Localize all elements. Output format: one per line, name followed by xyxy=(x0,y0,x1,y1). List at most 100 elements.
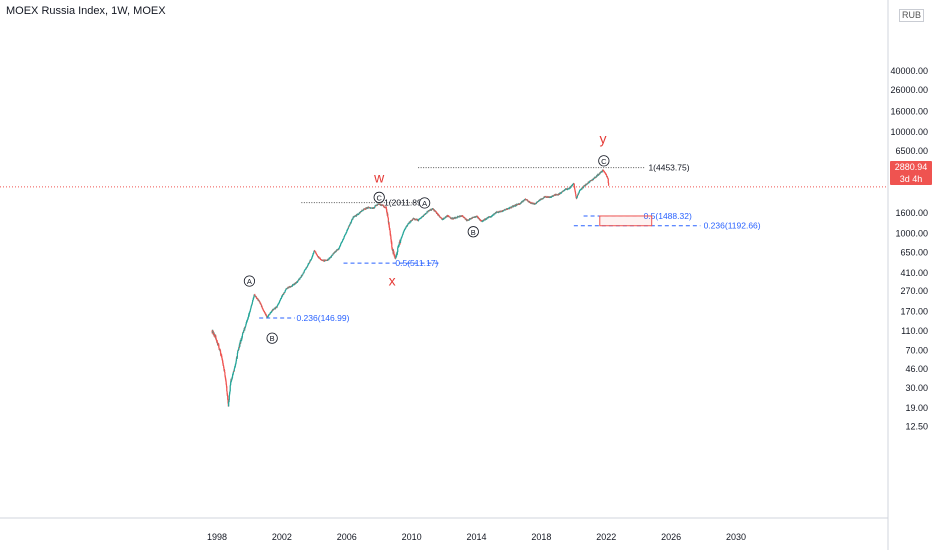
fib-levels: 1(4453.75) 1(2011.89) 0.5(511.17) 0.236(146… xyxy=(0,163,888,323)
candle-body xyxy=(249,311,251,313)
candle-body xyxy=(573,184,575,187)
candle-body xyxy=(297,281,299,283)
candle-body xyxy=(274,308,276,309)
candle-body xyxy=(229,385,231,392)
candle-body xyxy=(588,182,590,184)
candle-body xyxy=(263,311,266,313)
y-tick-label: 6500.00 xyxy=(895,146,928,156)
candle-body xyxy=(345,233,347,235)
candle-body xyxy=(225,381,227,385)
candle-body xyxy=(236,353,238,358)
target-box[interactable] xyxy=(599,215,653,227)
y-tick-label: 1000.00 xyxy=(895,229,928,239)
candle-body xyxy=(232,371,234,374)
candle-body xyxy=(591,179,593,181)
candle-body xyxy=(305,268,307,270)
wave-labels: w x y A B C A B C xyxy=(243,131,610,344)
x-tick-label: 2014 xyxy=(467,532,487,542)
candle-body xyxy=(283,292,285,294)
candle-body xyxy=(227,399,229,404)
candle-body xyxy=(264,312,266,314)
candle-body xyxy=(399,240,402,243)
candle-body xyxy=(505,209,507,211)
candle-body xyxy=(313,251,315,254)
candle-body xyxy=(441,218,443,220)
wave-label-w: w xyxy=(373,170,385,186)
candle-body xyxy=(412,219,414,221)
fib-level-label: 0.5(511.17) xyxy=(395,258,438,268)
candle-body xyxy=(404,229,406,231)
candle-body xyxy=(316,253,318,255)
candle-body xyxy=(437,214,439,216)
candle-body xyxy=(331,255,333,257)
candle-body xyxy=(350,220,353,222)
candle-body xyxy=(346,230,348,233)
candle-body xyxy=(402,233,404,235)
candle-body xyxy=(433,210,435,212)
candle-body xyxy=(243,330,245,331)
candle-body xyxy=(304,269,306,271)
candle-body xyxy=(605,174,608,176)
candle-body xyxy=(339,245,341,247)
candle-body xyxy=(344,234,346,236)
y-tick-label: 270.00 xyxy=(900,286,928,296)
candle-body xyxy=(235,357,238,362)
candle-body xyxy=(338,247,340,249)
candle-body xyxy=(239,342,241,347)
candle-body xyxy=(577,194,579,196)
x-tick-label: 2026 xyxy=(661,532,681,542)
candle-body xyxy=(267,316,269,318)
fib-level-label: 1(2011.89) xyxy=(384,198,425,208)
candle-body xyxy=(465,218,467,221)
candle-body xyxy=(422,215,424,217)
candle-body xyxy=(403,231,405,233)
candle-body xyxy=(520,202,522,204)
currency-badge[interactable]: RUB xyxy=(899,9,925,22)
candle-body xyxy=(280,297,282,299)
candle-body xyxy=(557,194,559,196)
y-tick-label: 110.00 xyxy=(901,326,928,336)
candle-body xyxy=(444,217,447,219)
candle-body xyxy=(405,226,407,228)
candle-body xyxy=(306,266,308,268)
candle-body xyxy=(576,197,578,199)
candle-body xyxy=(402,231,404,234)
candle-body xyxy=(214,335,216,337)
candle-body xyxy=(292,284,294,286)
chart-title: MOEX Russia Index, 1W, MOEX xyxy=(6,5,166,17)
x-tick-label: 2006 xyxy=(337,532,357,542)
candle-body xyxy=(248,313,250,315)
x-tick-label: 2010 xyxy=(402,532,422,542)
candles xyxy=(211,169,610,407)
candle-body xyxy=(276,305,278,307)
candle-body xyxy=(380,204,382,206)
candle-body xyxy=(468,218,471,220)
candle-body xyxy=(232,374,234,376)
candle-body xyxy=(300,277,302,278)
candle-body xyxy=(261,306,263,308)
candle-body xyxy=(293,284,296,285)
candle-body xyxy=(360,211,362,213)
candle-body xyxy=(572,184,574,186)
candle-body xyxy=(250,307,252,309)
candle-body xyxy=(577,192,579,195)
x-tick-label: 2018 xyxy=(531,532,551,542)
candle-body xyxy=(456,217,458,219)
candle-body xyxy=(277,303,280,305)
y-tick-label: 26000.00 xyxy=(890,85,928,95)
candle-body xyxy=(543,196,545,198)
candle-body xyxy=(573,186,576,189)
candle-body xyxy=(480,219,482,221)
candle-body xyxy=(383,205,385,208)
candle-body xyxy=(570,186,572,188)
candle-body xyxy=(226,393,229,396)
candle-body xyxy=(389,230,391,235)
candle-body xyxy=(224,372,226,376)
candle-body xyxy=(218,346,220,349)
candle-body xyxy=(249,308,252,311)
wave-label-A: A xyxy=(422,199,427,208)
candle-body xyxy=(592,179,594,181)
